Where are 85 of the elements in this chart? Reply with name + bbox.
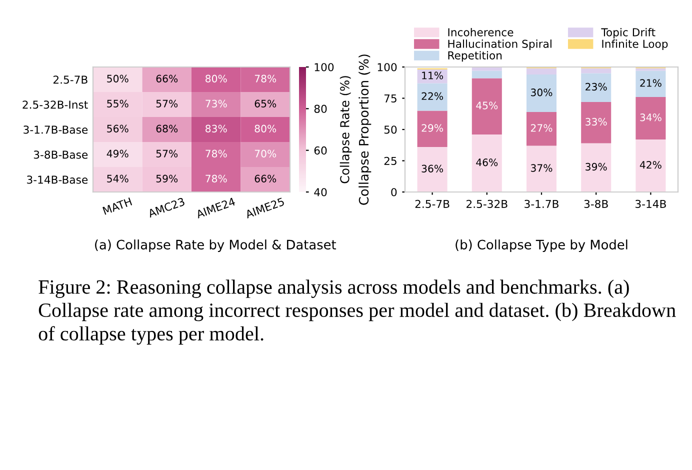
text: (a) Collapse Rate by Model & Dataset xyxy=(95,240,336,252)
y-tick-label: 50 xyxy=(384,126,397,134)
y-tick-label: 0 xyxy=(391,188,397,196)
bar xyxy=(636,70,666,97)
bar xyxy=(417,70,448,84)
bar xyxy=(581,102,612,144)
data-label: 78% xyxy=(206,150,227,158)
data-label: 56% xyxy=(107,124,128,132)
data-label: 66% xyxy=(156,74,178,82)
y-tick-label: 3-14B-Base xyxy=(27,176,88,184)
data-label: 22% xyxy=(422,92,444,100)
x-tick-label: 3-1.7B xyxy=(524,200,558,208)
text: (b) Collapse Type by Model xyxy=(456,240,628,252)
data-label: 83% xyxy=(206,124,227,132)
legend-label: Hallucination Spiral xyxy=(448,40,552,50)
data-label: 45% xyxy=(476,102,498,110)
bar xyxy=(526,68,557,74)
bar xyxy=(526,112,557,146)
bar xyxy=(581,143,612,192)
data-label: 33% xyxy=(586,118,607,126)
x-tick-label: 2.5-32B xyxy=(466,200,508,208)
bar xyxy=(417,147,448,192)
bar xyxy=(526,74,557,112)
data-label: 80% xyxy=(254,124,276,132)
x-tick-label: 3-8B xyxy=(584,200,608,208)
y-tick-label: 100 xyxy=(378,63,397,72)
data-label: 59% xyxy=(156,174,178,182)
bar xyxy=(581,73,612,102)
color-bar-label: 60 xyxy=(314,146,327,155)
bar xyxy=(526,146,557,192)
y-tick-label: 75 xyxy=(384,94,396,103)
legend-label: Topic Drift xyxy=(601,28,656,38)
x-tick-label: 3-14B xyxy=(636,200,666,208)
bar xyxy=(417,83,448,111)
color-bar-label: 40 xyxy=(314,188,327,196)
data-label: 42% xyxy=(640,161,662,169)
y-tick-label: 2.5-7B xyxy=(53,76,88,84)
bar xyxy=(472,78,502,134)
data-label: 57% xyxy=(156,150,178,158)
data-label: 68% xyxy=(156,124,178,132)
data-label: 23% xyxy=(586,82,607,91)
bar xyxy=(581,68,612,74)
x-tick-label: 2.5-7B xyxy=(415,200,450,208)
data-label: 54% xyxy=(107,174,128,182)
data-label: 30% xyxy=(531,88,552,96)
y-tick-label: 3-1.7B-Base xyxy=(24,126,88,134)
data-label: 27% xyxy=(530,124,552,132)
data-label: 37% xyxy=(531,164,552,172)
data-label: 11% xyxy=(422,72,444,80)
bar xyxy=(472,67,502,71)
y-axis-title: Collapse Proportion (%) xyxy=(358,54,372,205)
legend-label: Incoherence xyxy=(448,28,514,36)
data-label: 65% xyxy=(254,100,276,108)
data-label: 29% xyxy=(422,124,444,132)
bar xyxy=(636,97,666,140)
data-label: 49% xyxy=(106,150,128,158)
color-bar-title: Collapse Rate (%) xyxy=(340,76,352,184)
bar xyxy=(472,70,502,78)
data-label: 39% xyxy=(586,162,607,171)
data-label: 50% xyxy=(107,74,128,82)
data-label: 46% xyxy=(476,158,498,166)
data-label: 55% xyxy=(107,100,128,108)
color-bar-label: 100 xyxy=(314,63,334,72)
data-label: 57% xyxy=(156,100,178,108)
data-label: 36% xyxy=(422,164,444,172)
x-tick-label: MATH xyxy=(102,198,132,215)
data-label: 21% xyxy=(640,79,662,87)
bar xyxy=(636,68,666,71)
data-label: 70% xyxy=(254,150,276,158)
caption: Figure 2: Reasoning collapse analysis across models and benchmarks. (a) Collapse rate among incorrect responses per model and dataset. (b) Breakdown of collapse types per model. xyxy=(38,280,676,345)
data-label: 80% xyxy=(206,74,227,82)
legend-label: Infinite Loop xyxy=(602,40,668,50)
data-label: 78% xyxy=(254,74,276,82)
bar xyxy=(472,134,502,192)
y-tick-label: 2.5-32B-Inst xyxy=(22,100,88,109)
bar xyxy=(636,140,666,192)
data-label: 73% xyxy=(206,100,227,108)
y-tick-label: 25 xyxy=(384,156,396,166)
y-tick-label: 3-8B-Base xyxy=(34,150,88,159)
color-bar-label: 80 xyxy=(314,104,327,113)
bar xyxy=(417,110,448,147)
data-label: 78% xyxy=(206,174,227,182)
data-label: 66% xyxy=(254,174,276,182)
data-label: 34% xyxy=(640,114,662,122)
legend-label: Repetition xyxy=(448,51,502,62)
